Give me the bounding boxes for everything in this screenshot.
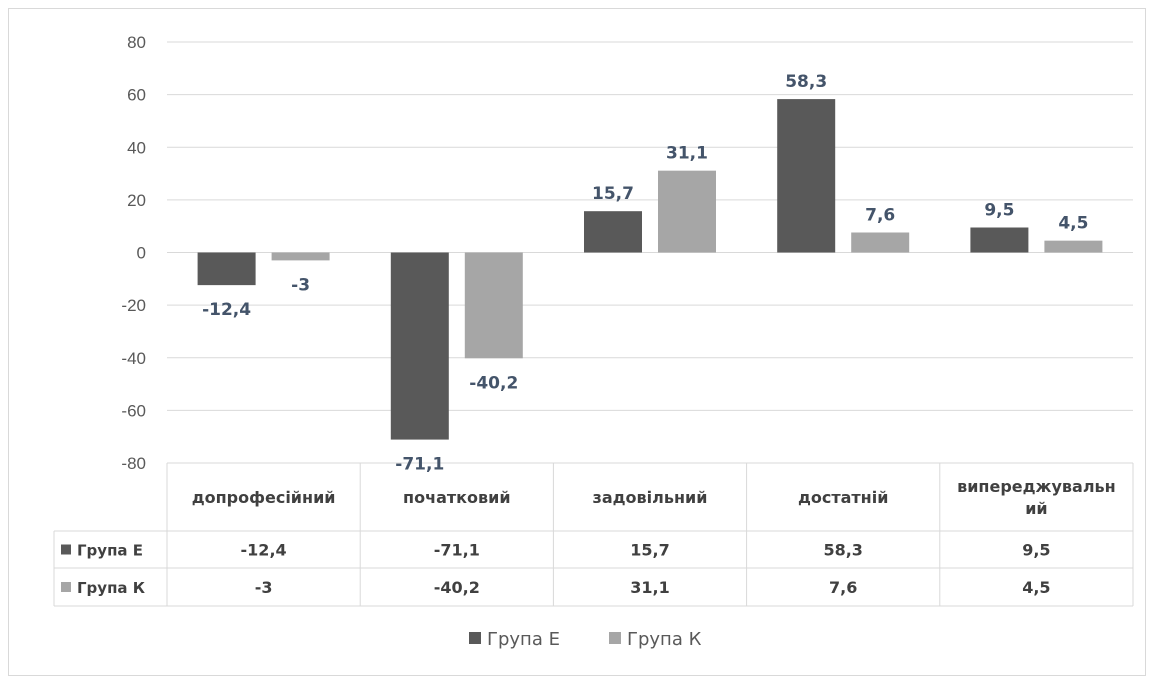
legend-swatch xyxy=(609,632,621,644)
data-label: -40,2 xyxy=(469,373,518,393)
table-row-label: Група Е xyxy=(77,542,143,560)
table-legend-key xyxy=(61,544,71,555)
y-tick-label: -40 xyxy=(121,349,146,368)
x-category-label: випереджувальн xyxy=(957,477,1116,496)
y-tick-label: -60 xyxy=(121,401,146,420)
y-tick-label: 40 xyxy=(127,138,146,157)
data-label: 58,3 xyxy=(785,72,827,92)
bar-group-e xyxy=(970,227,1029,253)
bar-group-e xyxy=(197,252,256,286)
bar-group-k xyxy=(464,252,523,359)
legend-label: Група Е xyxy=(487,629,560,650)
chart-frame xyxy=(8,8,1146,676)
table-cell-value: -12,4 xyxy=(241,541,287,560)
bar-group-k xyxy=(271,252,330,261)
y-tick-label: 0 xyxy=(137,244,146,263)
data-label: -3 xyxy=(291,275,310,295)
y-tick-label: -20 xyxy=(121,296,146,315)
table-cell-value: 4,5 xyxy=(1022,578,1050,597)
bar-group-e xyxy=(777,99,836,253)
data-label: -71,1 xyxy=(395,455,444,475)
data-label: -12,4 xyxy=(202,300,251,320)
legend-swatch xyxy=(469,632,481,644)
table-cell-value: 31,1 xyxy=(630,578,669,597)
data-label: 31,1 xyxy=(666,144,708,164)
bar-group-e xyxy=(390,252,449,440)
data-label: 15,7 xyxy=(592,184,634,204)
table-legend-key xyxy=(61,582,71,592)
bar-group-k xyxy=(851,232,910,253)
data-label: 9,5 xyxy=(984,201,1014,221)
y-tick-label: 60 xyxy=(127,86,146,105)
y-tick-label: 80 xyxy=(127,33,146,52)
bar-group-k xyxy=(1044,240,1103,253)
data-label: 4,5 xyxy=(1058,214,1088,234)
bar-group-e xyxy=(584,211,642,253)
x-category-label: ий xyxy=(1025,499,1047,518)
x-category-label: достатній xyxy=(798,488,889,507)
table-cell-value: -40,2 xyxy=(434,578,480,597)
x-category-label: початковий xyxy=(403,488,511,507)
y-tick-label: -80 xyxy=(121,454,146,473)
legend-label: Група К xyxy=(627,629,702,650)
y-tick-label: 20 xyxy=(127,191,146,210)
table-row-label: Група К xyxy=(77,579,146,597)
table-cell-value: 58,3 xyxy=(823,541,862,560)
bar-group-k xyxy=(658,170,716,253)
data-label: 7,6 xyxy=(865,206,895,226)
x-category-label: допрофесійний xyxy=(192,488,336,507)
table-cell-value: 15,7 xyxy=(630,541,669,560)
x-category-label: задовільний xyxy=(593,488,708,507)
table-cell-value: 9,5 xyxy=(1022,541,1050,560)
table-cell-value: -3 xyxy=(255,578,273,597)
table-cell-value: 7,6 xyxy=(829,578,857,597)
table-cell-value: -71,1 xyxy=(434,541,480,560)
